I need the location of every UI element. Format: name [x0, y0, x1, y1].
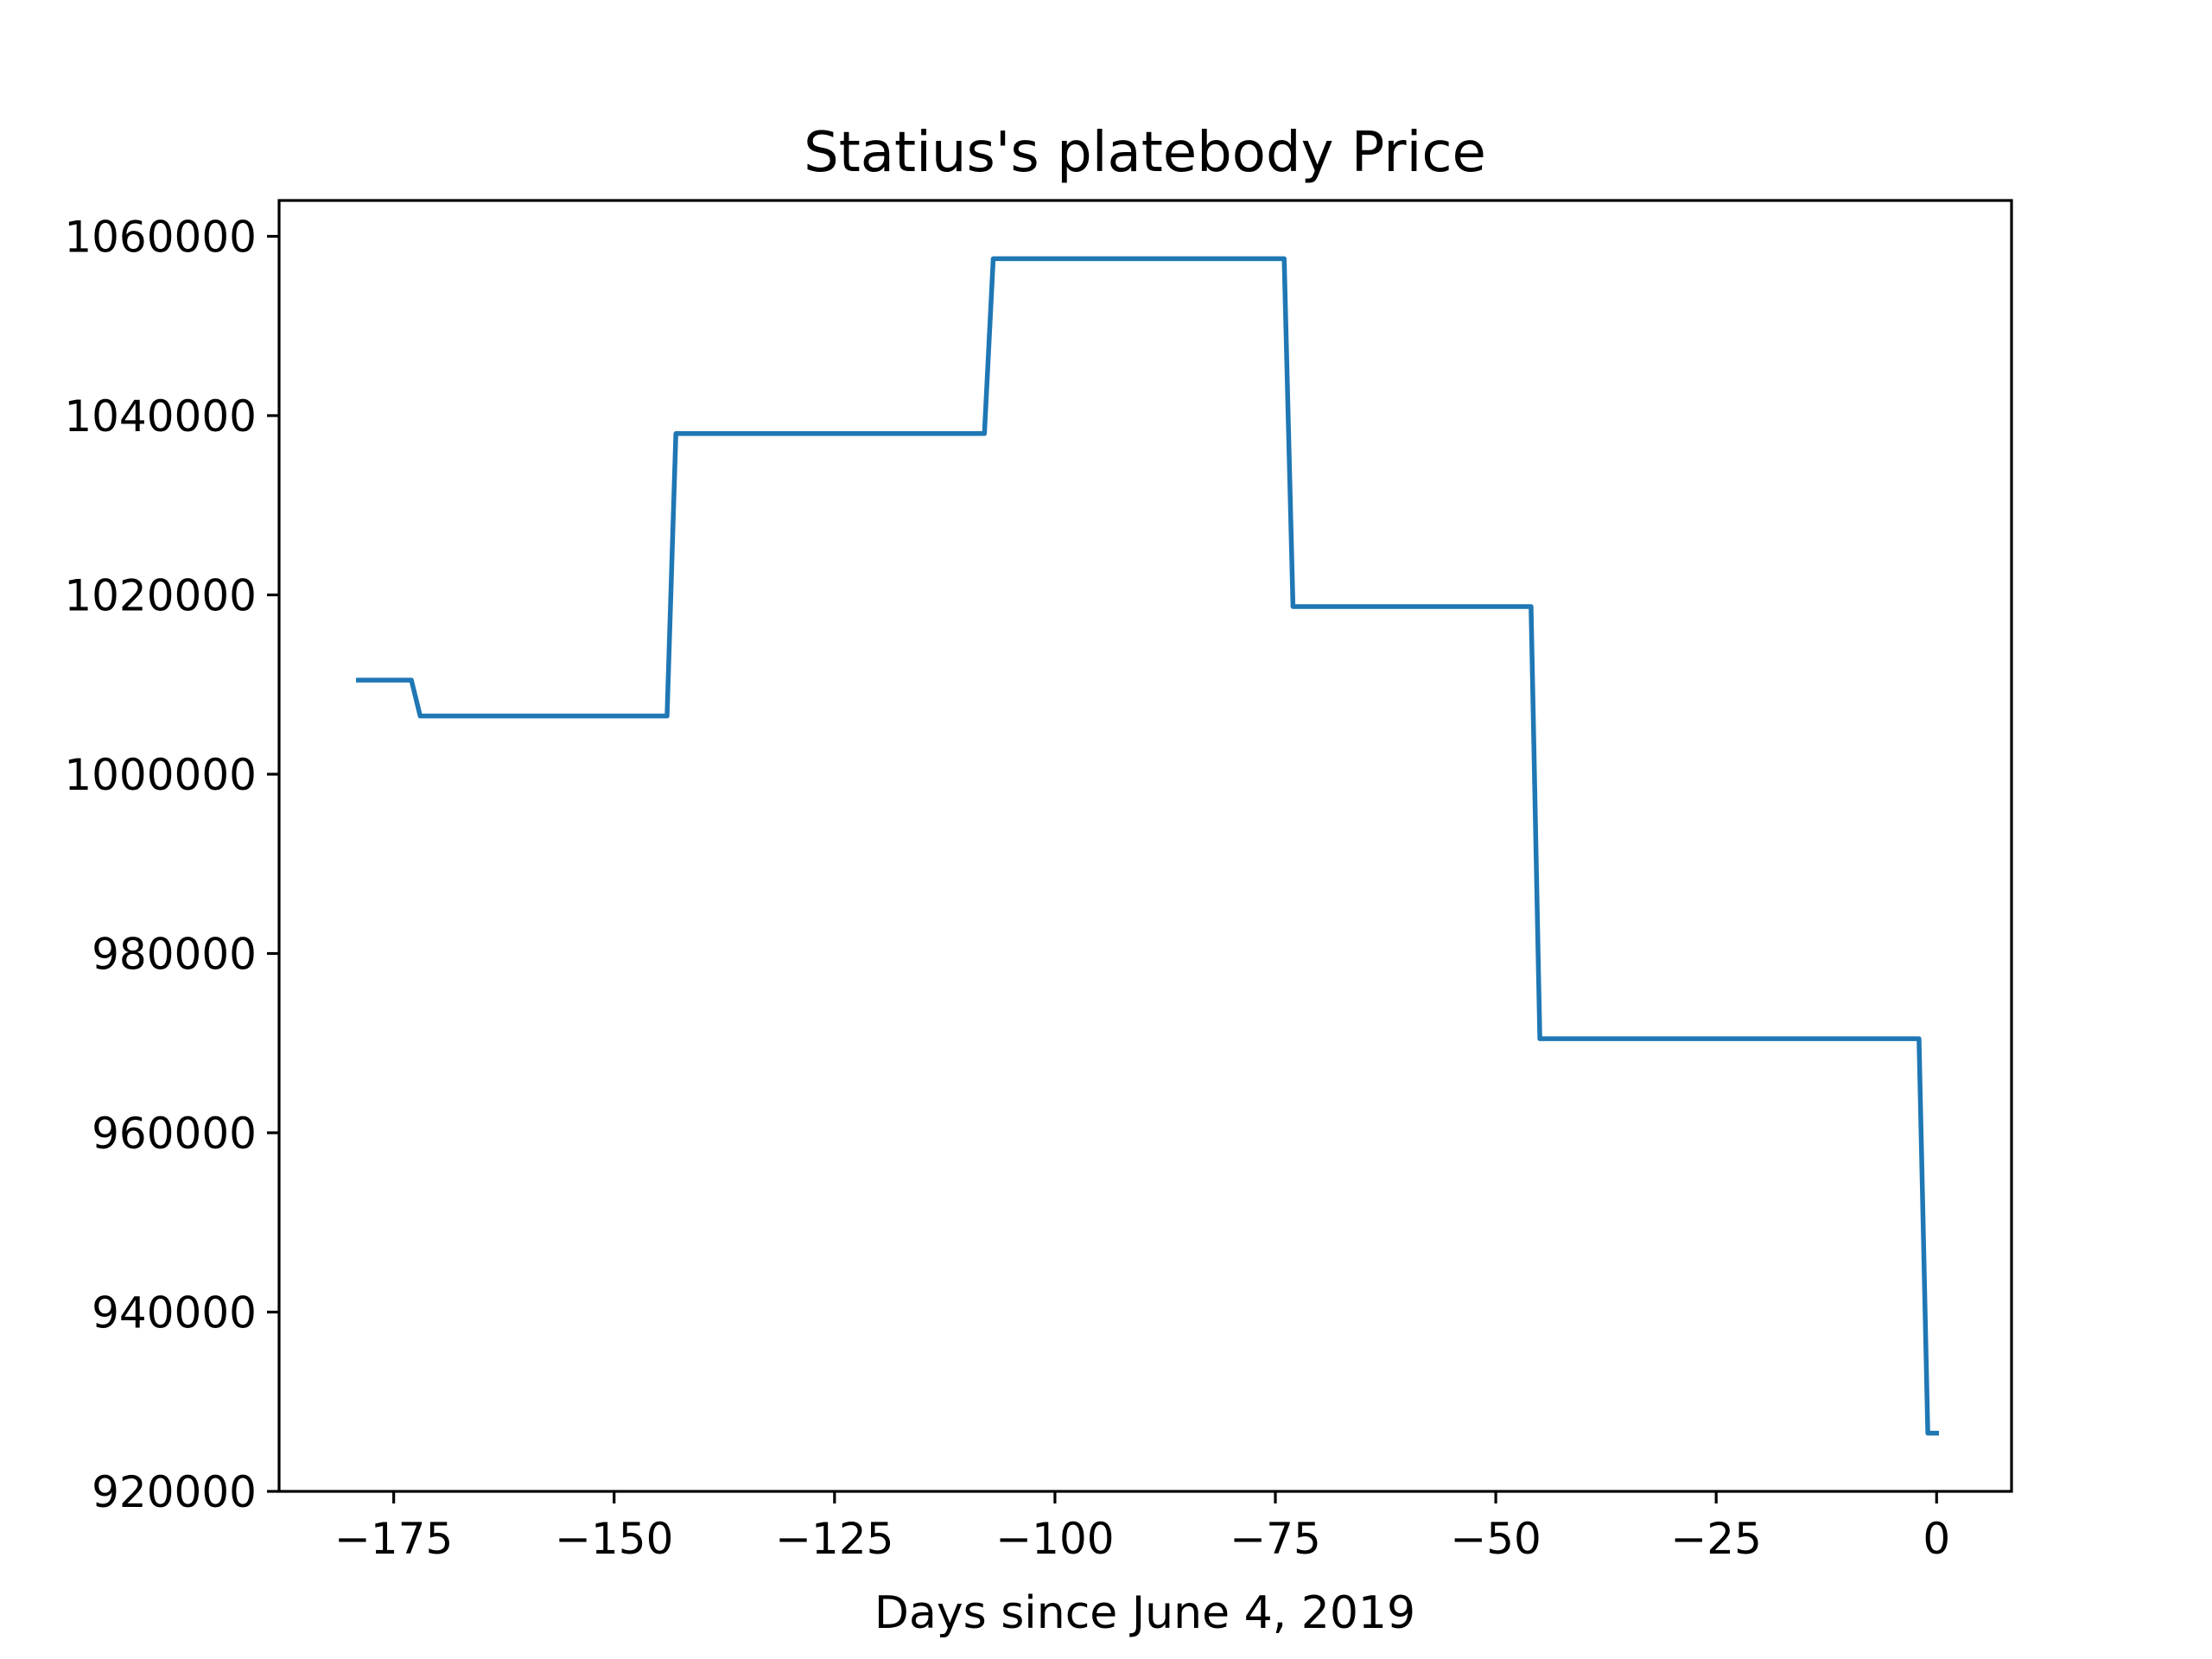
y-tick-label: 960000	[92, 1109, 257, 1159]
x-tick-label: 0	[1923, 1514, 1950, 1564]
x-tick-label: −125	[775, 1514, 893, 1564]
x-tick-label: −50	[1450, 1514, 1541, 1564]
x-tick-label: −150	[555, 1514, 673, 1564]
x-axis-label: Days since June 4, 2019	[874, 1587, 1415, 1639]
x-tick-label: −175	[334, 1514, 453, 1564]
y-tick-label: 940000	[92, 1288, 257, 1338]
y-axis: 920000 940000 960000 980000 1000000 1020000 10…	[64, 213, 279, 1517]
y-tick-label: 1060000	[64, 213, 257, 263]
plot-area	[356, 256, 1940, 1436]
price-series-line	[356, 256, 1940, 1436]
plot-frame	[277, 199, 2013, 1493]
y-tick-label: 1040000	[64, 391, 257, 442]
x-tick-label: −25	[1670, 1514, 1762, 1564]
y-tick-label: 1000000	[64, 750, 257, 800]
y-tick-label: 980000	[92, 930, 257, 980]
y-tick-label: 1020000	[64, 571, 257, 621]
chart-title: Statius's platebody Price	[804, 121, 1486, 185]
x-tick-label: −100	[995, 1514, 1114, 1564]
x-axis: −175 −150 −125 −100 −75 −50 −25 0	[334, 1491, 1950, 1564]
x-tick-label: −75	[1230, 1514, 1321, 1564]
y-tick-label: 920000	[92, 1467, 257, 1517]
